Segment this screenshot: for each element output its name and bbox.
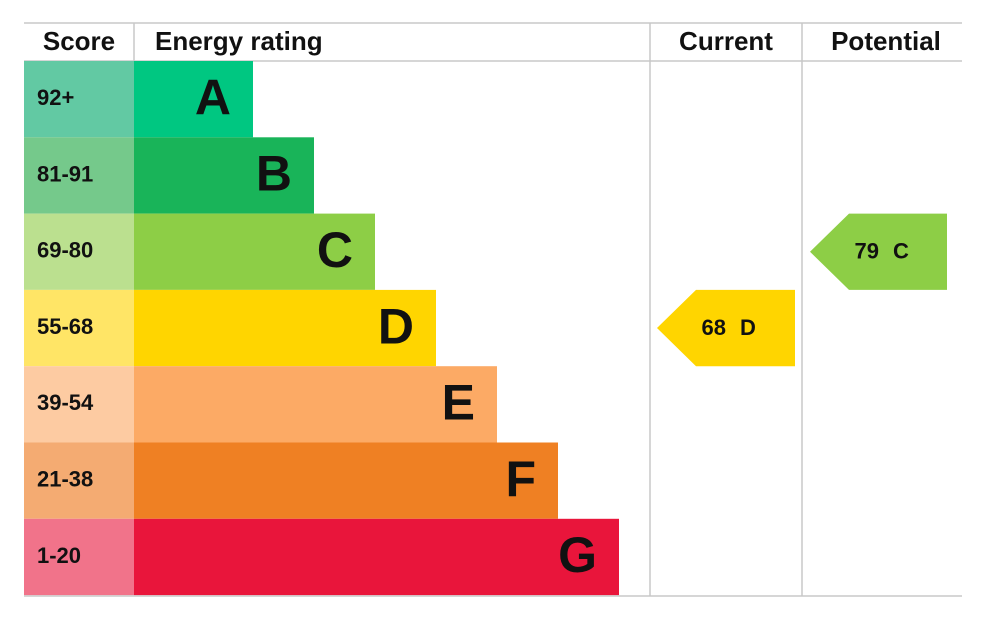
score-cell bbox=[24, 442, 134, 519]
current-value: 68 bbox=[702, 315, 726, 340]
score-label: 69-80 bbox=[37, 238, 93, 263]
potential-arrow bbox=[810, 213, 947, 290]
header-potential: Potential bbox=[831, 26, 941, 56]
potential-value: 79 bbox=[855, 239, 879, 264]
header-current: Current bbox=[679, 26, 773, 56]
score-label: 39-54 bbox=[37, 390, 94, 415]
current-arrow bbox=[657, 289, 795, 367]
score-cell bbox=[24, 61, 134, 138]
score-cell bbox=[24, 366, 134, 443]
rating-letter: E bbox=[442, 375, 475, 431]
rating-bar bbox=[134, 366, 497, 443]
rating-letter: F bbox=[505, 451, 536, 507]
rating-bar bbox=[134, 61, 253, 138]
current-letter: D bbox=[740, 315, 756, 340]
rating-letter: D bbox=[378, 298, 414, 354]
score-label: 92+ bbox=[37, 85, 74, 110]
rating-bar bbox=[134, 289, 436, 367]
score-cell bbox=[24, 213, 134, 290]
score-label: 21-38 bbox=[37, 466, 93, 491]
rating-letter: B bbox=[256, 146, 292, 202]
rating-bar bbox=[134, 442, 558, 519]
score-cell bbox=[24, 137, 134, 214]
potential-letter: C bbox=[893, 239, 909, 264]
score-cell bbox=[24, 289, 134, 367]
rating-bar bbox=[134, 213, 375, 290]
score-label: 1-20 bbox=[37, 543, 81, 568]
rating-bar bbox=[134, 137, 314, 214]
score-label: 55-68 bbox=[37, 314, 93, 339]
header-rating: Energy rating bbox=[155, 26, 323, 56]
rating-letter: G bbox=[558, 527, 597, 583]
score-cell bbox=[24, 518, 134, 596]
rating-letter: C bbox=[317, 222, 353, 278]
rating-bar bbox=[134, 518, 619, 596]
score-label: 81-91 bbox=[37, 161, 93, 186]
rating-letter: A bbox=[195, 69, 231, 125]
header-score: Score bbox=[43, 26, 115, 56]
